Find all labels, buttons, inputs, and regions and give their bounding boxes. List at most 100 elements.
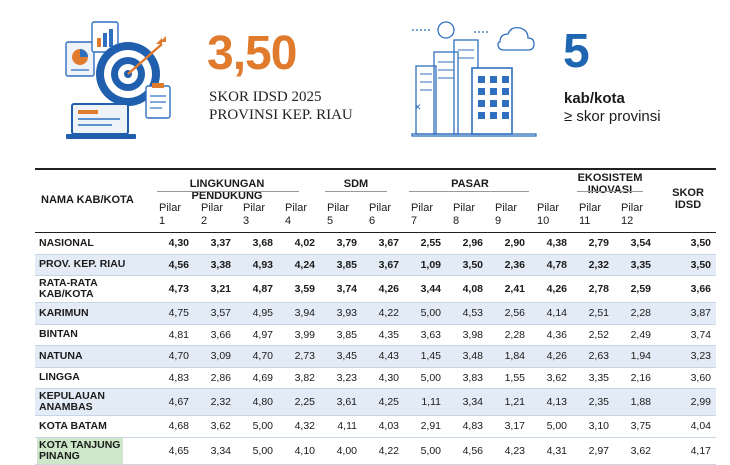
pilar-6-cell: 4,30 — [378, 371, 399, 384]
pilar-10-cell: 4,26 — [546, 283, 567, 295]
pilar-1-cell: 4,75 — [168, 307, 189, 320]
group-divider — [157, 191, 299, 192]
pilar-11-cell: 2,32 — [588, 258, 609, 271]
group-header-sdm: SDM — [343, 178, 369, 190]
pilar-11-cell: 2,79 — [588, 237, 609, 250]
pilar-word: Pilar — [453, 202, 476, 214]
group-header-skor: SKOR IDSD — [665, 187, 711, 211]
pilar-10-cell: 4,26 — [546, 350, 567, 363]
row-name: KOTA TANJUNG PINANG — [37, 437, 123, 464]
pilar-3-cell: 3,68 — [252, 237, 273, 250]
pilar-1-cell: 4,68 — [168, 420, 189, 433]
pilar-7-cell: 2,91 — [420, 420, 441, 433]
pilar-10-cell: 4,36 — [546, 328, 567, 341]
table-row: PROV. KEP. RIAU 4,56 3,38 4,93 4,24 3,85 3,67 1… — [35, 254, 716, 276]
pilar-7-cell: 1,45 — [420, 350, 441, 363]
group-header-pasar: PASAR — [451, 178, 489, 190]
pilar-1-cell: 4,30 — [168, 237, 189, 250]
skor-idsd-cell: 3,23 — [690, 350, 711, 363]
row-name: NATUNA — [39, 349, 83, 362]
table-row: NATUNA 4,70 3,09 4,70 2,73 3,45 4,43 1,45 3,48 1,… — [35, 346, 716, 368]
pilar-8-cell: 2,96 — [462, 237, 483, 250]
pilar-word: Pilar — [579, 202, 602, 214]
pilar-4-cell: 4,02 — [294, 237, 315, 250]
pilar-7-cell: 2,55 — [420, 237, 441, 250]
skor-idsd-cell: 3,60 — [690, 371, 711, 384]
pilar-2-cell: 3,57 — [210, 307, 231, 320]
table-row: KOTA TANJUNG PINANG 4,65 3,34 5,00 4,10 4,00 4… — [35, 437, 716, 465]
row-name: LINGGA — [39, 371, 80, 384]
pilar-10-cell: 4,78 — [546, 258, 567, 271]
pilar-word: Pilar — [201, 202, 224, 214]
pilar-9-cell: 4,23 — [504, 444, 525, 457]
group-header-skor-line1: SKOR — [672, 187, 704, 199]
pilar-2-cell: 2,86 — [210, 371, 231, 384]
row-name: NASIONAL — [39, 236, 94, 249]
pilar-header-4: Pilar 4 — [285, 202, 307, 227]
pilar-3-cell: 4,93 — [252, 258, 273, 271]
pilar-2-cell: 2,32 — [210, 396, 231, 408]
pilar-11-cell: 2,35 — [588, 396, 609, 408]
pilar-1-cell: 4,56 — [168, 258, 189, 271]
pilar-8-cell: 3,34 — [462, 396, 483, 408]
col-header-name: NAMA KAB/KOTA — [41, 194, 134, 206]
pilar-5-cell: 3,79 — [336, 237, 357, 250]
pilar-8-cell: 4,56 — [462, 444, 483, 457]
pilar-7-cell: 5,00 — [420, 444, 441, 457]
pilar-header-5: Pilar 5 — [327, 202, 349, 227]
pilar-12-cell: 1,88 — [630, 396, 651, 408]
pilar-word: Pilar — [621, 202, 644, 214]
pilar-8-cell: 4,08 — [462, 283, 483, 295]
pilar-12-cell: 3,62 — [630, 444, 651, 457]
pilar-12-cell: 2,16 — [630, 371, 651, 384]
pilar-number: 7 — [411, 214, 418, 227]
pilar-number: 1 — [159, 214, 166, 227]
pilar-10-cell: 3,62 — [546, 371, 567, 384]
pilar-header-9: Pilar 9 — [495, 202, 517, 227]
table-row: KEPULAUAN ANAMBAS 4,67 2,32 4,80 2,25 3,61 4,2… — [35, 389, 716, 416]
row-name: BINTAN — [39, 328, 78, 341]
pilar-9-cell: 1,84 — [504, 350, 525, 363]
pilar-4-cell: 4,32 — [294, 420, 315, 433]
pilar-12-cell: 1,94 — [630, 350, 651, 363]
pilar-3-cell: 4,70 — [252, 350, 273, 363]
pilar-6-cell: 4,22 — [378, 444, 399, 457]
pilar-number: 8 — [453, 214, 460, 227]
pilar-number: 9 — [495, 214, 502, 227]
pilar-11-cell: 2,51 — [588, 307, 609, 320]
pilar-12-cell: 3,54 — [630, 237, 651, 250]
pilar-header-6: Pilar 6 — [369, 202, 391, 227]
pilar-2-cell: 3,38 — [210, 258, 231, 271]
pilar-8-cell: 4,53 — [462, 307, 483, 320]
pilar-5-cell: 3,85 — [336, 328, 357, 341]
pilar-number: 6 — [369, 214, 376, 227]
pilar-10-cell: 4,14 — [546, 307, 567, 320]
skor-idsd-cell: 3,74 — [690, 328, 711, 341]
pilar-8-cell: 3,48 — [462, 350, 483, 363]
pilar-3-cell: 5,00 — [252, 420, 273, 433]
pilar-4-cell: 3,59 — [294, 283, 315, 295]
table-header: NAMA KAB/KOTA LINGKUNGAN PENDUKUNG SDM P… — [35, 168, 716, 233]
pilar-3-cell: 4,97 — [252, 328, 273, 341]
pilar-4-cell: 3,94 — [294, 307, 315, 320]
pilar-header-1: Pilar 1 — [159, 202, 181, 227]
pilar-1-cell: 4,67 — [168, 396, 189, 408]
pilar-8-cell: 3,98 — [462, 328, 483, 341]
pilar-4-cell: 4,24 — [294, 258, 315, 271]
pilar-12-cell: 2,59 — [630, 283, 651, 295]
pilar-word: Pilar — [411, 202, 434, 214]
pilar-11-cell: 2,78 — [588, 283, 609, 295]
pilar-9-cell: 2,36 — [504, 258, 525, 271]
skor-idsd-cell: 3,87 — [690, 307, 711, 320]
pilar-8-cell: 3,50 — [462, 258, 483, 271]
row-name: KARIMUN — [39, 306, 89, 319]
row-name: KOTA BATAM — [39, 419, 107, 432]
pilar-3-cell: 4,87 — [252, 283, 273, 295]
group-header-skor-line2: IDSD — [674, 199, 702, 211]
pilar-2-cell: 3,37 — [210, 237, 231, 250]
table-row: LINGGA 4,83 2,86 4,69 3,82 3,23 4,30 5,00 3,83 1,… — [35, 368, 716, 389]
group-header-ekosistem-line2: INOVASI — [587, 184, 633, 196]
idsd-table: NAMA KAB/KOTA LINGKUNGAN PENDUKUNG SDM P… — [35, 168, 716, 465]
pilar-12-cell: 2,49 — [630, 328, 651, 341]
skor-idsd-cell: 2,99 — [690, 396, 711, 408]
